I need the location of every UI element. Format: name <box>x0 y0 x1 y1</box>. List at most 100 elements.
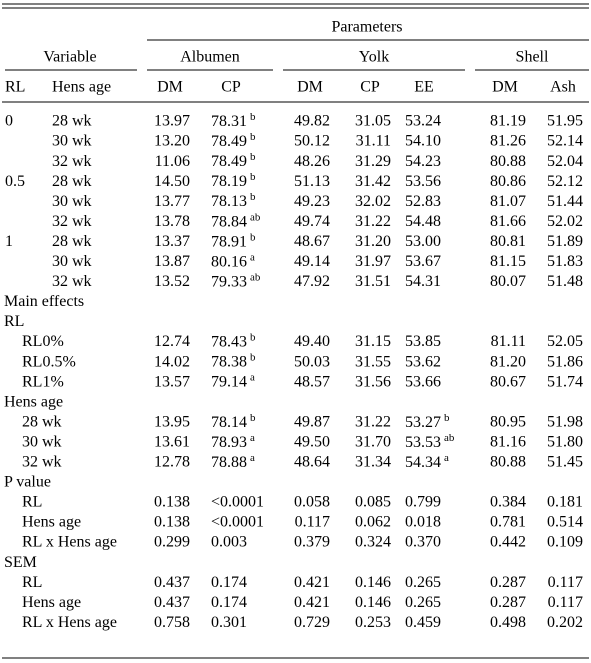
cell: 49.82 <box>294 113 330 130</box>
cell: 0.799 <box>405 494 441 511</box>
cell: 81.07 <box>490 193 526 210</box>
cell-value: 78.88 <box>211 454 247 471</box>
cell: 13.20 <box>154 133 190 150</box>
superscript: b <box>250 111 256 123</box>
cell: 0.370 <box>405 534 441 551</box>
cell: 32.02 <box>355 193 391 210</box>
age-label: 32 wk <box>52 213 92 230</box>
cell: 0.324 <box>355 534 391 551</box>
row-label: RL x Hens age <box>22 534 117 551</box>
cell: 0.058 <box>294 494 330 511</box>
parameters-header: Parameters <box>331 19 402 36</box>
cell: 0.437 <box>154 574 190 591</box>
cell: 0.062 <box>355 514 391 531</box>
superscript: b <box>250 171 256 183</box>
cell: 78.88 a <box>211 451 255 470</box>
cell: 51.89 <box>547 233 583 250</box>
cell: 0.018 <box>405 514 441 531</box>
cell: 0.138 <box>154 514 190 531</box>
cell: 51.45 <box>547 454 583 471</box>
superscript: b <box>250 231 256 243</box>
superscript: b <box>250 191 256 203</box>
row-label: 30 wk <box>22 433 62 450</box>
cell: 51.80 <box>547 433 583 450</box>
column-header: RL <box>5 79 25 96</box>
cell-value: 53.53 <box>405 433 441 450</box>
cell: 49.87 <box>294 413 330 430</box>
cell: 80.67 <box>490 373 526 390</box>
age-label: 30 wk <box>52 193 92 210</box>
cell: 52.05 <box>547 333 583 350</box>
cell: 48.26 <box>294 153 330 170</box>
age-label: 32 wk <box>52 273 92 290</box>
cell: 50.03 <box>294 353 330 370</box>
cell: 53.66 <box>405 373 441 390</box>
cell: 0.146 <box>355 594 391 611</box>
cell: 0.299 <box>154 534 190 551</box>
cell: 31.29 <box>355 153 391 170</box>
cell: 78.49 b <box>211 131 256 150</box>
row-label: RL1% <box>22 373 64 390</box>
cell: 0.265 <box>405 594 441 611</box>
cell: 52.14 <box>547 133 583 150</box>
age-label: 28 wk <box>52 113 92 130</box>
cell: 78.43 b <box>211 331 256 350</box>
cell-value: 80.16 <box>211 253 247 270</box>
cell: 78.93 a <box>211 431 255 450</box>
cell: 80.88 <box>490 153 526 170</box>
cell: 31.97 <box>355 253 391 270</box>
cell: 11.06 <box>155 153 190 170</box>
cell: 78.49 b <box>211 151 256 170</box>
cell: 0.265 <box>405 574 441 591</box>
row-label: 28 wk <box>22 413 62 430</box>
cell: 51.13 <box>294 173 330 190</box>
cell: 81.16 <box>490 433 526 450</box>
cell: 51.98 <box>547 413 583 430</box>
cell: 54.34 a <box>405 451 449 470</box>
cell: 13.97 <box>154 113 190 130</box>
cell: 78.84 ab <box>211 211 261 230</box>
cell: 53.67 <box>405 253 441 270</box>
age-label: 30 wk <box>52 133 92 150</box>
superscript: b <box>250 411 256 423</box>
column-header: Ash <box>550 79 576 96</box>
column-header: CP <box>360 79 380 96</box>
age-label: 32 wk <box>52 153 92 170</box>
cell: 0.758 <box>154 614 190 631</box>
cell: 12.74 <box>154 333 190 350</box>
cell-value: 78.14 <box>211 413 247 430</box>
cell: 53.85 <box>405 333 441 350</box>
row-label: RL <box>22 574 42 591</box>
cell-value: 78.43 <box>211 333 247 350</box>
section-label: RL <box>4 313 24 330</box>
age-label: 28 wk <box>52 233 92 250</box>
cell: 81.11 <box>491 333 526 350</box>
cell: 51.44 <box>547 193 583 210</box>
cell: 13.78 <box>154 213 190 230</box>
age-label: 28 wk <box>52 173 92 190</box>
cell-value: 78.31 <box>211 113 247 130</box>
cell: 31.34 <box>355 454 391 471</box>
group-header: Albumen <box>180 49 240 66</box>
cell: 0.379 <box>294 534 330 551</box>
cell: 49.23 <box>294 193 330 210</box>
cell: 13.77 <box>154 193 190 210</box>
cell: 31.22 <box>355 413 391 430</box>
cell: 49.74 <box>294 213 330 230</box>
row-label: Hens age <box>22 594 81 611</box>
cell-value: 78.91 <box>211 233 247 250</box>
row-label: RL0.5% <box>22 353 76 370</box>
cell: 80.16 a <box>211 251 255 270</box>
superscript: b <box>250 151 256 163</box>
cell: 81.20 <box>490 353 526 370</box>
cell-value: 78.49 <box>211 133 247 150</box>
cell-value: 78.49 <box>211 153 247 170</box>
cell: 80.95 <box>490 413 526 430</box>
cell-value: 78.13 <box>211 193 247 210</box>
rl-label: 1 <box>5 233 13 250</box>
cell-value: 78.19 <box>211 173 247 190</box>
cell: 78.38 b <box>211 351 256 370</box>
cell: 14.50 <box>154 173 190 190</box>
cell: 49.50 <box>294 433 330 450</box>
